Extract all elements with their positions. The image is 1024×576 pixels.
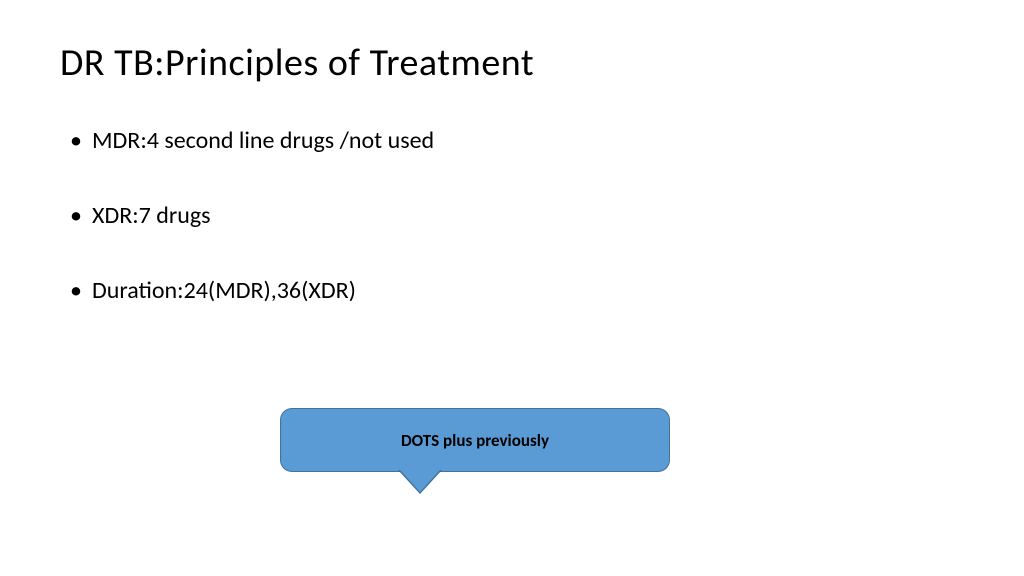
bullet-list: MDR:4 second line drugs /not used XDR:7 … xyxy=(60,126,964,305)
slide: DR TB:Principles of Treatment MDR:4 seco… xyxy=(0,0,1024,576)
slide-title: DR TB:Principles of Treatment xyxy=(60,40,964,86)
bullet-item: MDR:4 second line drugs /not used xyxy=(70,126,964,155)
callout-body: DOTS plus previously xyxy=(280,408,670,472)
callout-text: DOTS plus previously xyxy=(401,430,549,451)
callout-shape: DOTS plus previously xyxy=(280,408,670,498)
callout-tail xyxy=(400,470,440,492)
bullet-item: XDR:7 drugs xyxy=(70,201,964,230)
bullet-item: Duration:24(MDR),36(XDR) xyxy=(70,276,964,305)
